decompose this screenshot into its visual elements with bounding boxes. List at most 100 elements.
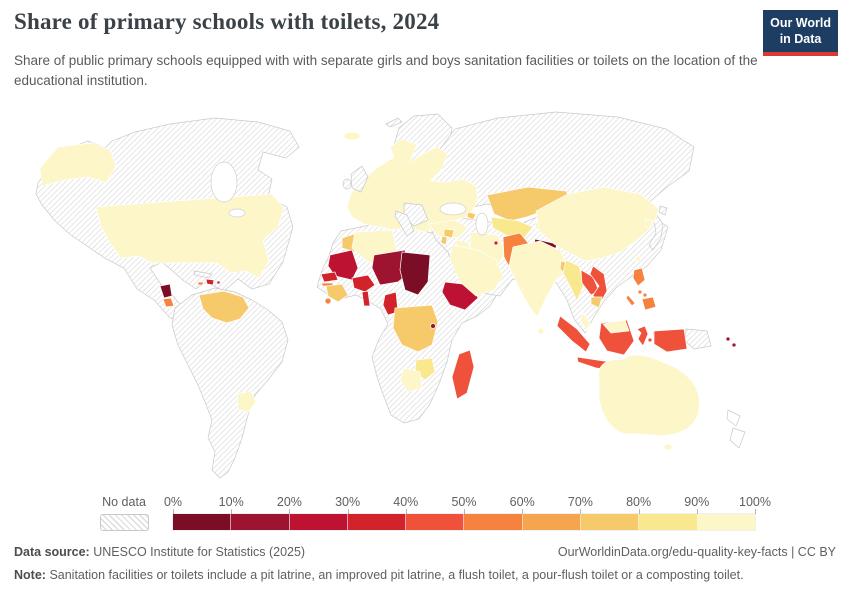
country-nicaragua[interactable] <box>159 283 173 299</box>
country-indonesia-maluku[interactable] <box>647 337 653 343</box>
country-turkey[interactable] <box>427 219 469 239</box>
country-philippines-visayas[interactable] <box>637 289 643 295</box>
country-philippines-luzon[interactable] <box>632 267 646 287</box>
country-australia[interactable] <box>598 354 700 436</box>
legend-tick-label: 0% <box>163 495 183 509</box>
country-cuba[interactable] <box>193 270 213 279</box>
legend-color-segment[interactable] <box>347 514 407 530</box>
country-uruguay[interactable] <box>236 390 257 414</box>
country-south-korea[interactable] <box>644 218 653 230</box>
data-source-line: Data source: UNESCO Institute for Statis… <box>14 545 305 559</box>
country-ireland[interactable] <box>342 178 352 190</box>
country-burundi[interactable] <box>430 323 436 329</box>
legend-color-segment[interactable] <box>581 514 640 530</box>
country-malaysia[interactable] <box>579 312 591 332</box>
map-legend: No data 0% 10% 20% 30% 40% 50% 60% 70% 80% 90% 100… <box>0 495 850 537</box>
legend-tick-label: 80% <box>626 495 652 509</box>
country-botswana[interactable] <box>399 367 423 393</box>
country-indonesia-papua[interactable] <box>653 328 688 353</box>
country-new-zealand-south[interactable] <box>729 427 746 449</box>
country-svalbard[interactable] <box>385 117 403 128</box>
country-cambodia[interactable] <box>590 296 603 309</box>
country-jamaica[interactable] <box>197 281 204 286</box>
country-alaska[interactable] <box>39 142 117 187</box>
legend-tick-mark <box>522 509 524 514</box>
legend-color-segment[interactable] <box>406 514 465 530</box>
legend-tick-labels: 0% 10% 20% 30% 40% 50% 60% 70% 80% 90% 100% <box>164 495 771 514</box>
country-madagascar[interactable] <box>451 349 475 400</box>
country-taiwan[interactable] <box>635 256 641 262</box>
legend-tick-label: 40% <box>393 495 419 509</box>
country-guinea[interactable] <box>325 283 349 303</box>
legend-tick-mark <box>347 509 349 514</box>
legend-no-data-swatch[interactable] <box>100 514 149 531</box>
country-togo-benin[interactable] <box>361 290 371 307</box>
legend-color-segment[interactable] <box>697 514 755 530</box>
caspian-sea <box>475 212 489 236</box>
country-dr-congo[interactable] <box>392 304 439 353</box>
country-senegal[interactable] <box>320 271 339 283</box>
country-japan-hokkaido[interactable] <box>658 205 668 216</box>
country-australia-tasmania[interactable] <box>663 443 673 451</box>
owid-logo[interactable]: Our World in Data <box>763 10 838 56</box>
country-venezuela[interactable] <box>198 290 250 324</box>
country-indonesia-sumatra[interactable] <box>556 315 591 353</box>
legend-color-segment[interactable] <box>464 514 523 530</box>
country-syria[interactable] <box>443 228 455 239</box>
legend-tick-label: 10% <box>218 495 244 509</box>
legend-tick-mark <box>289 509 291 514</box>
country-philippines-visayas[interactable] <box>642 292 648 298</box>
country-puerto-rico[interactable] <box>216 280 221 285</box>
country-south-america-nodata[interactable] <box>171 287 289 479</box>
owid-link[interactable]: OurWorldinData.org/edu-quality-key-facts… <box>557 545 836 559</box>
legend-tick-mark <box>696 509 698 514</box>
legend-colorbar <box>172 513 756 531</box>
legend-color-segment[interactable] <box>231 514 290 530</box>
country-costa-rica[interactable] <box>162 297 175 308</box>
legend-tick-label: 20% <box>276 495 302 509</box>
country-japan[interactable] <box>648 213 664 251</box>
country-sierra-leone[interactable] <box>324 297 332 305</box>
country-united-kingdom[interactable] <box>350 165 369 193</box>
legend-tick-label: 30% <box>335 495 361 509</box>
legend-color-segment[interactable] <box>173 514 232 530</box>
country-china[interactable] <box>535 186 660 262</box>
country-solomon-islands[interactable] <box>731 342 737 348</box>
country-niger[interactable] <box>371 249 411 286</box>
country-iceland[interactable] <box>343 131 361 141</box>
country-new-zealand-north[interactable] <box>726 409 741 427</box>
legend-tick-mark <box>173 509 174 514</box>
country-dominican-republic[interactable] <box>205 278 215 286</box>
legend-tick-label: 100% <box>739 495 771 509</box>
country-philippines-mindanao[interactable] <box>641 296 657 311</box>
country-indonesia-sulawesi[interactable] <box>636 325 649 347</box>
legend-tick-label: 70% <box>567 495 593 509</box>
country-azerbaijan[interactable] <box>466 211 477 221</box>
country-sri-lanka[interactable] <box>537 327 545 335</box>
country-solomon-islands[interactable] <box>725 336 731 342</box>
country-cameroon[interactable] <box>382 291 399 316</box>
country-india[interactable] <box>508 240 568 318</box>
legend-color-segment[interactable] <box>522 514 582 530</box>
country-philippines-palawan[interactable] <box>625 294 636 307</box>
country-burkina-faso[interactable] <box>351 274 376 293</box>
legend-color-segment[interactable] <box>639 514 698 530</box>
legend-no-data-label: No data <box>102 495 146 509</box>
owid-logo-line1: Our World <box>770 16 831 30</box>
country-italy[interactable] <box>394 210 415 237</box>
legend-tick-mark <box>755 509 756 514</box>
country-chad[interactable] <box>399 251 431 296</box>
legend-color-segment[interactable] <box>289 514 348 530</box>
country-papua-new-guinea[interactable] <box>684 328 712 350</box>
country-kuwait[interactable] <box>493 240 499 246</box>
page-title: Share of primary schools with toilets, 2… <box>14 9 440 34</box>
country-malaysia-borneo[interactable] <box>602 319 630 334</box>
country-jordan-israel[interactable] <box>440 235 448 246</box>
country-myanmar[interactable] <box>562 259 585 302</box>
country-saudi-arabia[interactable] <box>449 244 504 297</box>
note-label: Note: <box>14 568 46 582</box>
legend-tick-label: 90% <box>684 495 710 509</box>
note-text: Sanitation facilities or toilets include… <box>49 568 744 582</box>
